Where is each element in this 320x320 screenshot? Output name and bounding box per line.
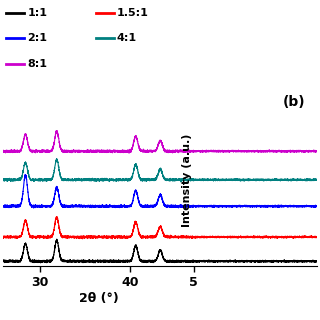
Text: 4:1: 4:1 <box>117 33 137 44</box>
Text: 8:1: 8:1 <box>27 59 47 69</box>
Text: Intensity (a.u.): Intensity (a.u.) <box>182 134 192 228</box>
Text: 1.5:1: 1.5:1 <box>117 8 149 18</box>
X-axis label: 2θ (°): 2θ (°) <box>79 292 118 305</box>
Text: 1:1: 1:1 <box>27 8 47 18</box>
Text: 2:1: 2:1 <box>27 33 47 44</box>
Text: (b): (b) <box>282 95 305 109</box>
